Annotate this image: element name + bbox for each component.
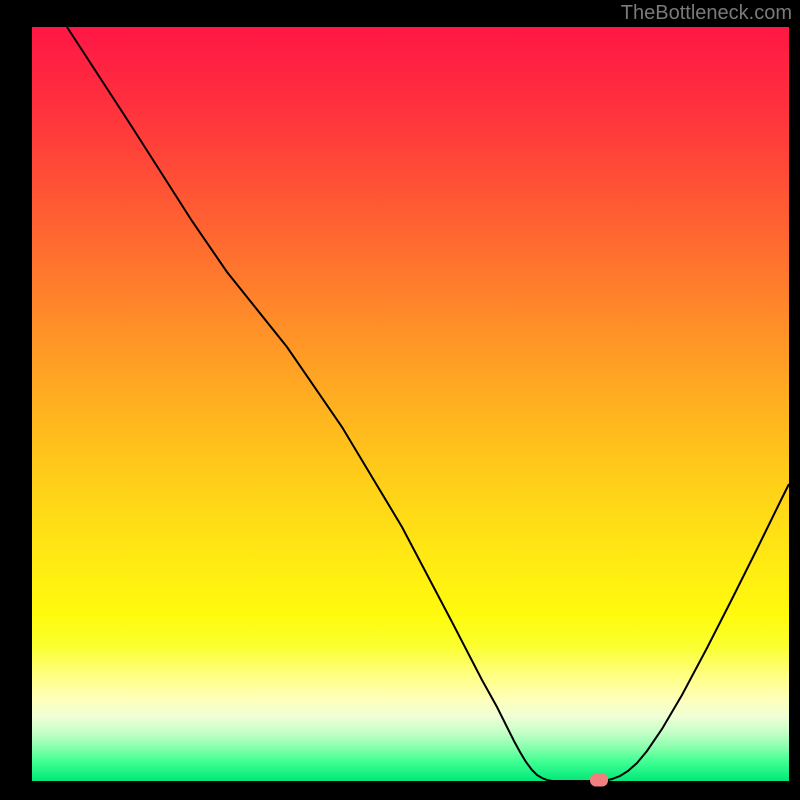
chart-plot-area: [32, 27, 789, 781]
curve-layer: [32, 27, 789, 781]
optimal-point-marker: [590, 774, 608, 787]
bottleneck-curve: [67, 27, 789, 781]
watermark-text: TheBottleneck.com: [621, 2, 792, 25]
